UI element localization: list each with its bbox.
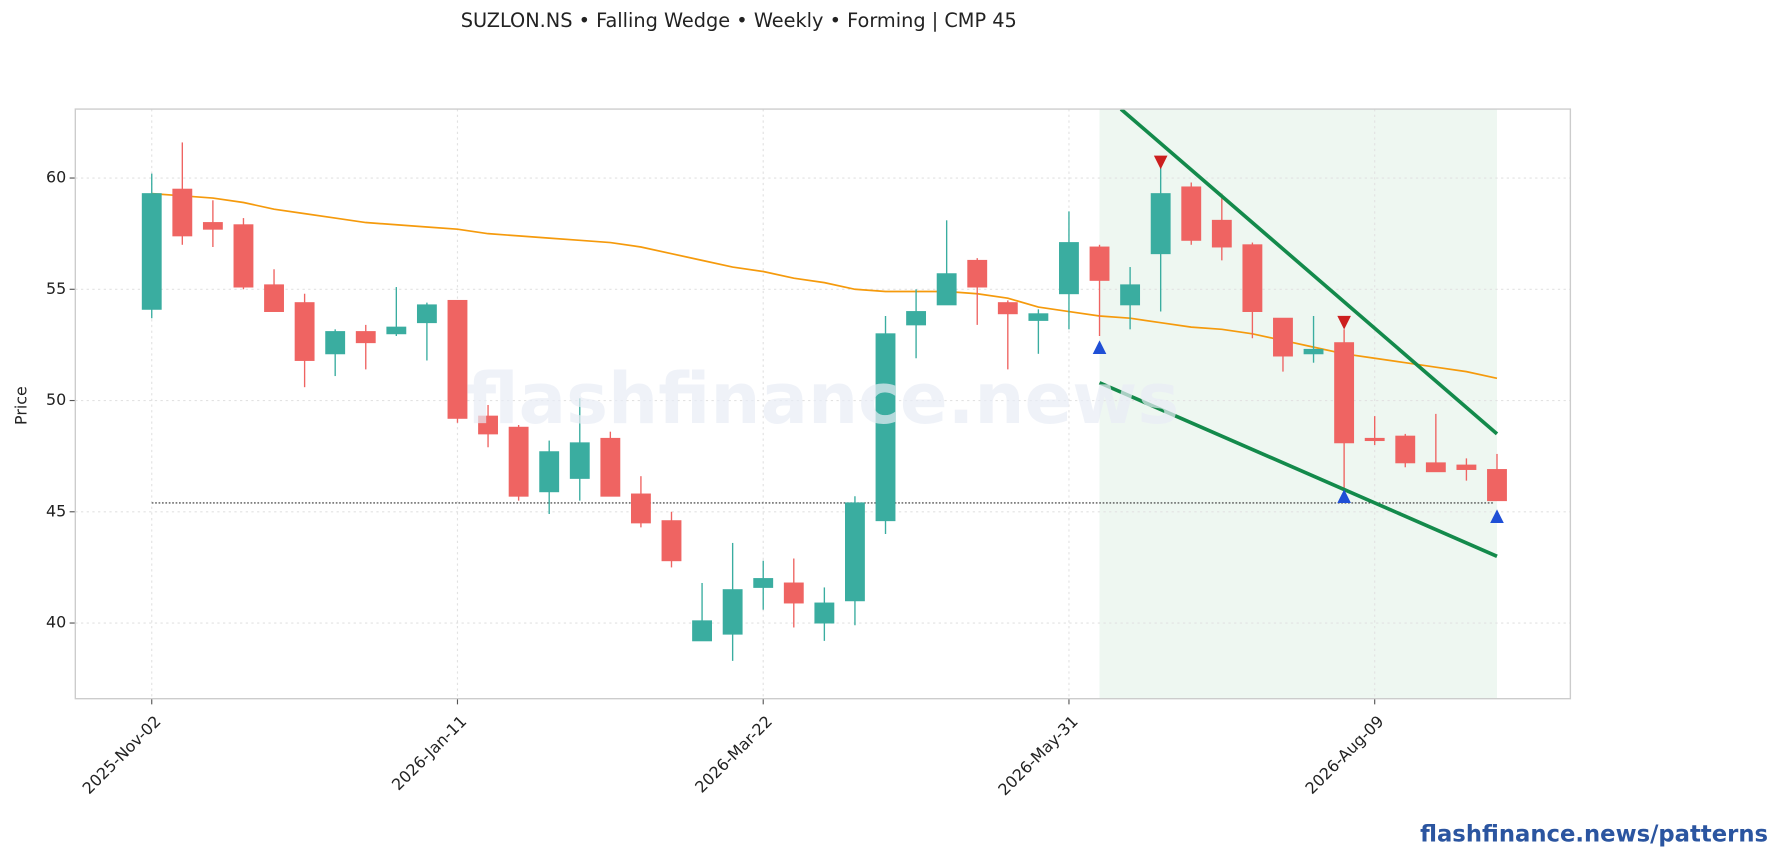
candle-body (845, 502, 865, 602)
candle-body (539, 451, 560, 493)
y-tick-label: 50 (46, 390, 66, 409)
candle-body (508, 426, 529, 497)
chart-title: SUZLON.NS • Falling Wedge • Weekly • For… (461, 9, 1017, 32)
trendline (1119, 109, 1499, 436)
candle-body (447, 299, 468, 419)
candle-body (753, 578, 774, 588)
candle-body (722, 589, 743, 635)
candle-body (661, 520, 682, 562)
x-tick-label: 2026-Aug-09 (1301, 712, 1387, 798)
signal-marker (1337, 489, 1351, 504)
signal-marker (1490, 509, 1504, 524)
candle-body (814, 602, 835, 624)
candle-body (1334, 342, 1355, 444)
candle-body (569, 442, 590, 479)
candle-body (1089, 246, 1110, 281)
y-tick-label: 55 (46, 279, 66, 298)
candle-body (967, 259, 988, 288)
candle-body (416, 304, 437, 324)
candle-body (1487, 469, 1507, 502)
candle-body (1425, 462, 1446, 473)
candle-body (783, 582, 804, 604)
candle-body (692, 620, 713, 642)
candle-body (1181, 186, 1202, 241)
candle-body (294, 302, 315, 361)
y-axis-label: Price (11, 386, 30, 425)
x-tick-label: 2026-Mar-22 (691, 712, 776, 797)
signal-marker (1092, 340, 1107, 354)
plot-area (75, 109, 1571, 699)
candle-body (1028, 313, 1049, 321)
y-tick-label: 60 (46, 168, 66, 187)
candle-body (1150, 193, 1171, 255)
candle-body (325, 331, 346, 355)
candle-body (997, 302, 1018, 315)
trendline (1098, 381, 1498, 558)
x-tick-label: 2026-May-31 (994, 712, 1081, 799)
candle-body (1211, 219, 1232, 248)
candle-body (478, 415, 498, 435)
candle-body (1242, 244, 1263, 312)
candle-body (202, 222, 223, 230)
candle-body (936, 273, 957, 306)
candle-body (875, 333, 896, 522)
candle-body (1273, 317, 1293, 357)
moving-average (151, 192, 1498, 380)
y-tick-label: 40 (46, 613, 66, 632)
signal-marker (1153, 155, 1168, 170)
candle-body (1395, 435, 1416, 464)
x-tick-label: 2026-Jan-11 (388, 712, 470, 794)
candle-body (1120, 284, 1141, 306)
candle-body (1456, 464, 1477, 470)
candle-body (233, 224, 254, 288)
y-tick-label: 45 (46, 501, 66, 520)
candle-body (386, 326, 407, 335)
candle-body (906, 311, 927, 326)
plot-frame (74, 108, 1572, 700)
candle-body (355, 331, 376, 344)
candle-body (600, 437, 621, 497)
candle-body (630, 493, 651, 524)
candle-body (264, 284, 284, 312)
candle-body (172, 188, 193, 237)
candle-body (141, 193, 162, 310)
signal-marker (1337, 315, 1351, 330)
candle-body (1303, 348, 1324, 355)
candle-body (1059, 242, 1079, 295)
footer-link: flashfinance.news/patterns (1420, 822, 1768, 848)
watermark: flashfinance.news (466, 358, 1179, 440)
candle-body (1364, 437, 1385, 442)
x-tick-label: 2025-Nov-02 (78, 712, 164, 798)
